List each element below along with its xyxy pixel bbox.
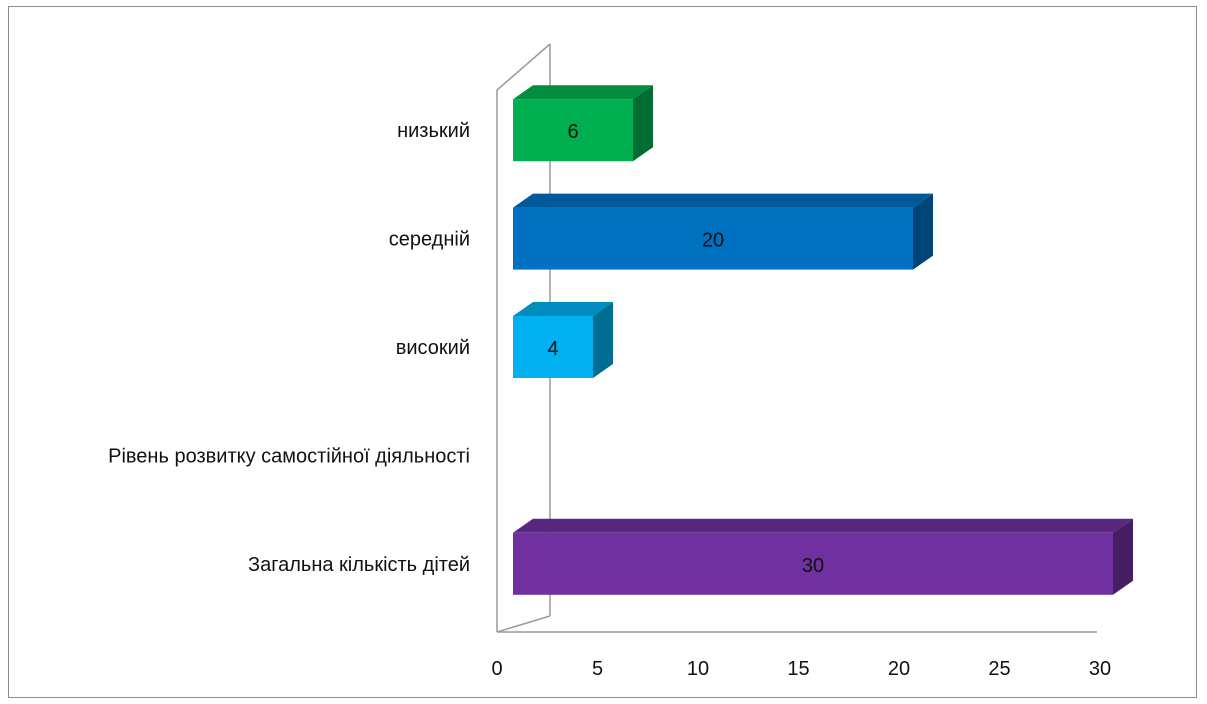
bar-front-face: [513, 316, 593, 378]
x-tick-label: 5: [592, 658, 603, 680]
x-tick-label: 25: [988, 658, 1010, 680]
bar-side-face: [1113, 518, 1133, 595]
x-tick-label: 0: [491, 658, 502, 680]
category-label: середній: [389, 229, 470, 251]
bars-group: [513, 85, 1133, 595]
bar-front-face: [513, 532, 1113, 595]
bar-top-face: [513, 518, 1133, 533]
x-tick-label: 10: [687, 658, 709, 680]
category-labels: Загальна кількість дітей Рівень розвитку …: [108, 120, 470, 576]
bar-top-face: [513, 193, 933, 208]
category-label: високий: [396, 337, 470, 359]
data-labels: 30 4 20 6: [547, 121, 824, 577]
bar: [513, 518, 1133, 595]
bar-side-face: [913, 193, 933, 270]
floor-depth-edge: [496, 615, 551, 633]
bar-front-face: [513, 99, 633, 162]
x-tick-labels: 0 5 10 15 20 25 30: [491, 658, 1111, 680]
bar-top-face: [513, 302, 613, 316]
category-label: низький: [397, 120, 470, 142]
x-tick-label: 20: [888, 658, 910, 680]
category-label: Загальна кількість дітей: [248, 554, 470, 576]
bar: [513, 85, 653, 162]
data-label: 20: [702, 230, 724, 252]
bar-side-face: [633, 85, 653, 162]
bar-side-face: [593, 302, 613, 378]
left-wall-edge: [496, 43, 551, 632]
bar: [513, 193, 933, 270]
data-label: 6: [567, 121, 578, 143]
data-label: 4: [547, 338, 558, 360]
bar-top-face: [513, 85, 653, 100]
data-label: 30: [802, 555, 824, 577]
bar: [513, 302, 613, 378]
bar-front-face: [513, 207, 913, 270]
category-label: Рівень розвитку самостійної діяльності: [108, 445, 470, 467]
x-tick-label: 30: [1089, 658, 1111, 680]
x-tick-label: 15: [787, 658, 809, 680]
